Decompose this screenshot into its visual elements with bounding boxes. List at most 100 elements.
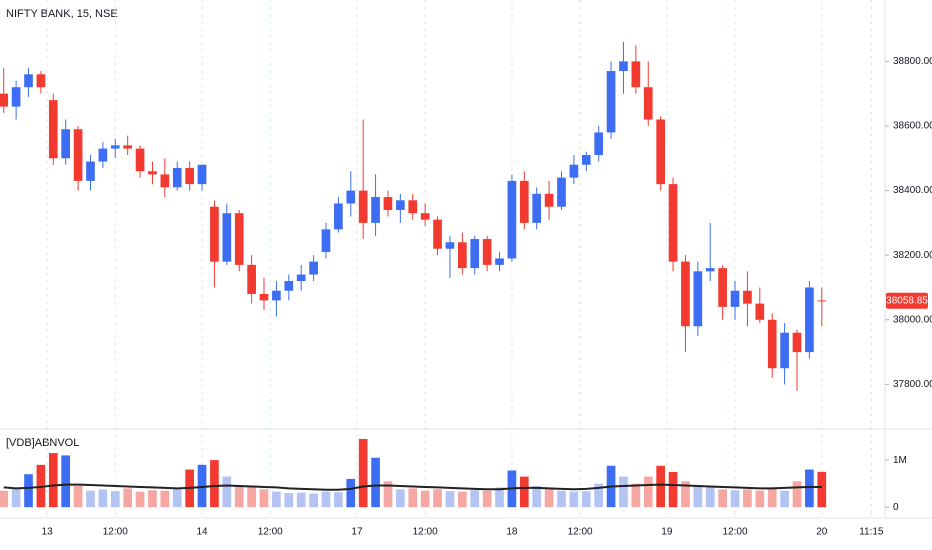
candle-body [309, 261, 318, 275]
volume-bar [767, 487, 777, 508]
volume-bar [86, 490, 95, 508]
volume-bar [643, 476, 653, 508]
y-tick-label: 38000.00 [893, 314, 932, 325]
volume-bar [433, 489, 442, 508]
volume-bar [135, 491, 145, 508]
volume-bar [693, 486, 703, 508]
y-tick-label: 0 [893, 502, 899, 513]
candle-body [272, 290, 281, 301]
candle-body [210, 206, 219, 262]
candle-body [507, 180, 517, 259]
volume-bar [383, 481, 393, 508]
x-tick-label: 19 [661, 527, 673, 538]
candle-body [532, 193, 542, 223]
volume-bar [408, 488, 418, 508]
volume-bar [470, 490, 480, 508]
x-tick-label: 12:00 [103, 527, 128, 538]
volume-bar [730, 490, 740, 508]
candle-body [544, 193, 554, 207]
volume-bar [48, 453, 58, 508]
volume-bar [272, 491, 281, 508]
volume-bar [346, 478, 356, 508]
candle-body [656, 119, 665, 185]
volume-bar [495, 487, 504, 508]
candle-body [24, 74, 33, 88]
chart-title: NIFTY BANK, 15, NSE [6, 8, 118, 20]
candle-body [0, 93, 9, 107]
x-tick-label: 18 [506, 527, 518, 538]
candle-body [358, 190, 368, 223]
volume-bar [371, 457, 380, 508]
volume-bar [705, 487, 715, 508]
candle-body [247, 264, 256, 294]
volume-bar [309, 493, 318, 508]
candle-body [569, 164, 579, 178]
x-tick-label: 20 [816, 527, 828, 538]
candle-body [296, 274, 306, 282]
volume-bar [247, 487, 256, 508]
candle-body [11, 87, 21, 107]
volume-bar [743, 489, 752, 508]
x-tick-label: 11:15 [859, 527, 884, 538]
y-tick-label: 1M [893, 455, 907, 466]
candle-body [718, 268, 727, 307]
volume-bar [519, 476, 529, 508]
x-tick-label: 12:00 [568, 527, 593, 538]
candle-body [705, 268, 715, 272]
candle-body [482, 239, 492, 265]
volume-bar [148, 490, 157, 508]
candle-body [86, 161, 95, 181]
last-price-box [886, 292, 928, 309]
volume-bar [98, 489, 108, 508]
volume-bar [755, 490, 765, 508]
volume-bar [594, 483, 604, 508]
volume-bar [284, 493, 294, 508]
volume-bar [619, 476, 628, 508]
indicator-title: [VDB]ABNVOL [6, 437, 79, 449]
candle-body [495, 258, 504, 265]
volume-bar [123, 488, 133, 508]
volume-bar [718, 489, 727, 508]
candle-body [631, 61, 641, 88]
candle-body [383, 197, 393, 210]
candle-body [234, 213, 244, 265]
volume-bar [445, 491, 455, 508]
volume-bar [532, 486, 542, 508]
candle-body [172, 167, 182, 188]
volume-bar [234, 486, 244, 508]
x-tick-label: 13 [42, 527, 54, 538]
candle-body [371, 197, 380, 223]
volume-bar [544, 489, 554, 508]
volume-bar [210, 460, 219, 508]
candle-body [581, 155, 591, 165]
candle-body [98, 148, 108, 162]
volume-bar [631, 483, 641, 508]
volume-bar [24, 474, 33, 508]
candle-body [519, 180, 529, 223]
volume-bar [73, 486, 83, 508]
y-tick-label: 37800.00 [893, 379, 932, 390]
volume-bar [172, 489, 182, 508]
x-tick-label: 17 [351, 527, 363, 538]
volume-bar [420, 490, 430, 508]
candle-body [259, 293, 269, 301]
candle-body [334, 203, 343, 230]
candle-body [767, 319, 777, 369]
candle-body [185, 167, 194, 185]
volume-bar [259, 489, 269, 508]
volume-bar [780, 490, 789, 508]
volume-bar [334, 492, 343, 508]
candle-body [606, 71, 616, 133]
y-tick-label: 38200.00 [893, 250, 932, 261]
volume-bar [805, 469, 814, 508]
candle-body [148, 171, 157, 175]
candle-body [619, 61, 628, 72]
candle-body [321, 229, 331, 252]
volume-bar [482, 490, 492, 508]
last-price-label: 38058.85 [886, 295, 928, 306]
x-tick-label: 12:00 [723, 527, 748, 538]
candle-body [36, 74, 46, 88]
candle-body [197, 164, 207, 185]
volume-bar [581, 491, 591, 508]
